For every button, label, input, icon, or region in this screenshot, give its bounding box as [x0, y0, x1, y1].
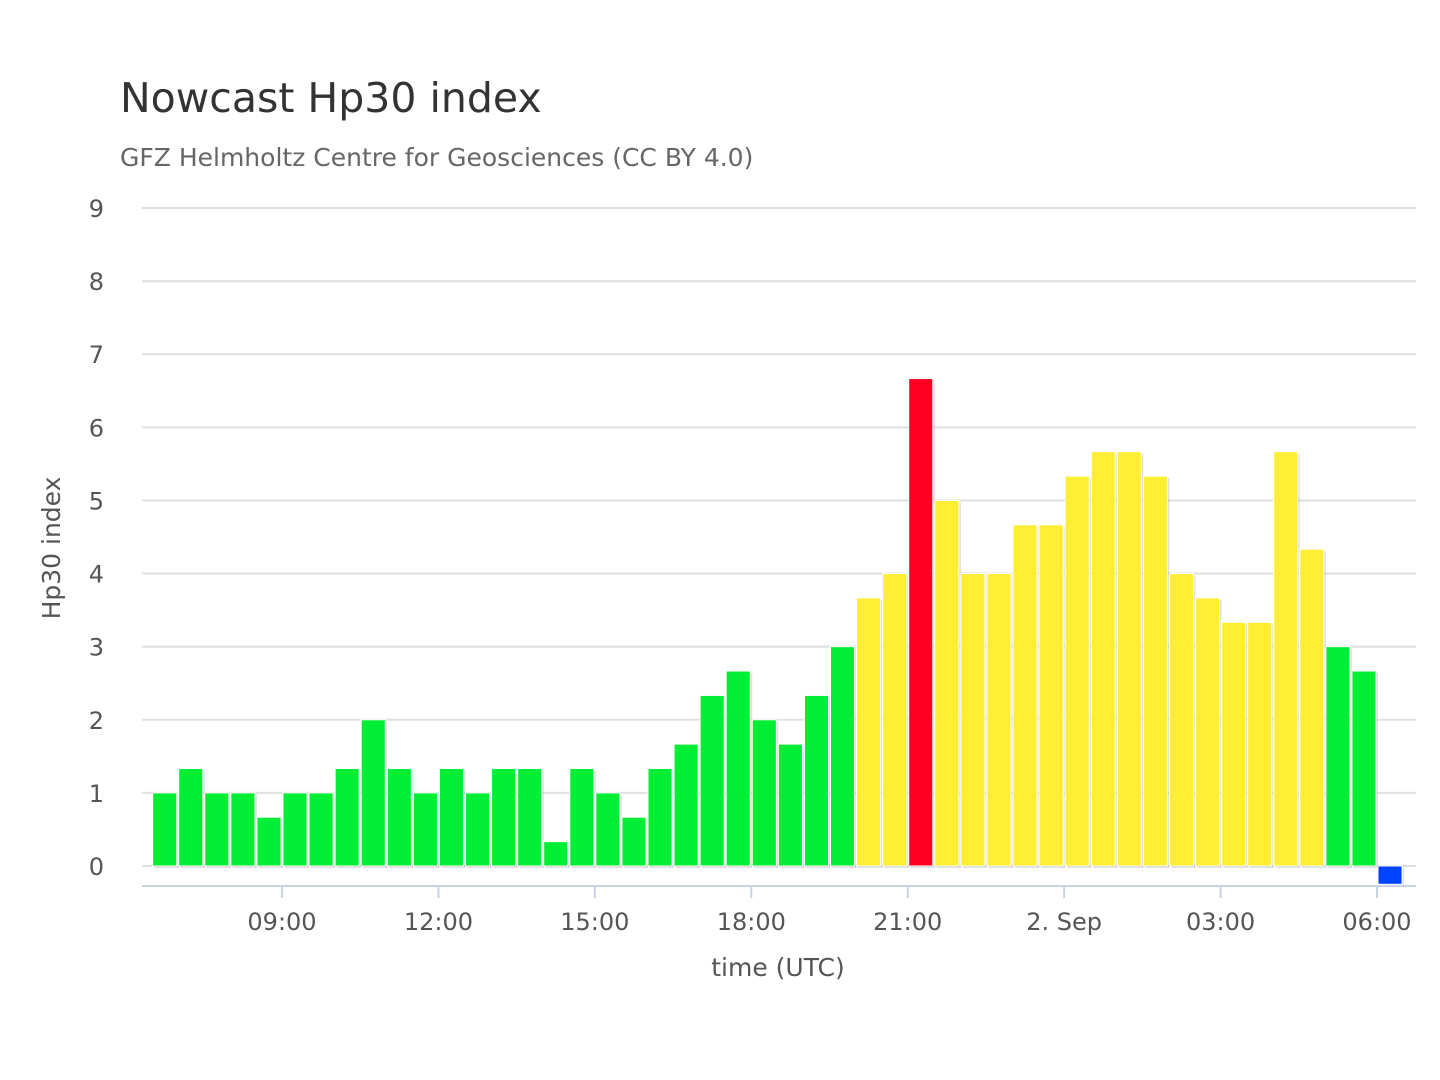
y-tick-label: 0 [89, 853, 104, 881]
x-axis-title: time (UTC) [711, 953, 845, 982]
bar[interactable] [595, 792, 621, 867]
y-tick-label: 7 [89, 341, 104, 369]
y-tick-label: 2 [89, 707, 104, 735]
bar[interactable] [308, 792, 334, 867]
bar[interactable] [1299, 548, 1325, 867]
bar[interactable] [204, 792, 230, 867]
bar[interactable] [856, 597, 882, 867]
x-axis: 09:00 12:00 15:00 18:00 21:00 2. Sep 03:00 06:0… [142, 885, 1416, 936]
bar[interactable] [334, 768, 360, 867]
x-tick-label: 18:00 [717, 908, 786, 936]
bar[interactable] [1273, 451, 1299, 867]
bar[interactable] [1195, 597, 1221, 867]
bar[interactable] [647, 768, 673, 867]
bar[interactable] [908, 378, 934, 867]
bar[interactable] [517, 768, 543, 867]
bar[interactable] [1377, 865, 1403, 885]
x-tick-label: 15:00 [560, 908, 629, 936]
bar[interactable] [438, 768, 464, 867]
chart-title: Nowcast Hp30 index [120, 74, 542, 122]
y-axis-ticks: 0 1 2 3 4 5 6 7 8 9 [89, 195, 104, 881]
chart-subtitle: GFZ Helmholtz Centre for Geosciences (CC… [120, 143, 754, 172]
bar[interactable] [282, 792, 308, 867]
bar[interactable] [1325, 646, 1351, 867]
bar[interactable] [178, 768, 204, 867]
x-tick-label: 06:00 [1342, 908, 1411, 936]
bar[interactable] [1142, 475, 1168, 867]
y-tick-label: 6 [89, 414, 104, 442]
y-tick-label: 1 [89, 780, 104, 808]
bar[interactable] [256, 816, 282, 867]
bar[interactable] [1038, 524, 1064, 867]
bar[interactable] [986, 573, 1012, 867]
bar[interactable] [230, 792, 256, 867]
bar[interactable] [412, 792, 438, 867]
y-tick-label: 9 [89, 195, 104, 223]
bar[interactable] [1247, 621, 1273, 867]
bar[interactable] [960, 573, 986, 867]
y-tick-label: 4 [89, 561, 104, 589]
bar[interactable] [725, 670, 751, 867]
bar[interactable] [1116, 451, 1142, 867]
bar[interactable] [934, 499, 960, 867]
x-tick-label: 21:00 [873, 908, 942, 936]
bar[interactable] [1221, 621, 1247, 867]
y-tick-label: 3 [89, 634, 104, 662]
bar[interactable] [830, 646, 856, 867]
bar[interactable] [777, 743, 803, 867]
bar[interactable] [1351, 670, 1377, 867]
x-tick-label: 09:00 [247, 908, 316, 936]
bar[interactable] [386, 768, 412, 867]
bar[interactable] [152, 792, 178, 867]
bar[interactable] [673, 743, 699, 867]
bar[interactable] [803, 694, 830, 867]
bar[interactable] [360, 719, 386, 867]
x-tick-label: 12:00 [404, 908, 473, 936]
bar[interactable] [569, 768, 595, 867]
y-tick-label: 8 [89, 268, 104, 296]
y-tick-label: 5 [89, 487, 104, 515]
bar[interactable] [621, 816, 647, 867]
bar[interactable] [491, 768, 517, 867]
x-tick-label: 03:00 [1186, 908, 1255, 936]
bar[interactable] [1168, 573, 1195, 867]
x-tick-label: 2. Sep [1026, 908, 1102, 936]
bar-series [152, 378, 1405, 887]
bar[interactable] [1064, 475, 1090, 867]
y-axis-title: Hp30 index [37, 477, 66, 620]
bar[interactable] [882, 573, 908, 867]
bar[interactable] [465, 792, 491, 867]
bar[interactable] [1012, 524, 1038, 867]
bar[interactable] [543, 841, 569, 867]
bar[interactable] [751, 719, 777, 867]
bar[interactable] [699, 694, 725, 867]
bar[interactable] [1090, 451, 1116, 867]
